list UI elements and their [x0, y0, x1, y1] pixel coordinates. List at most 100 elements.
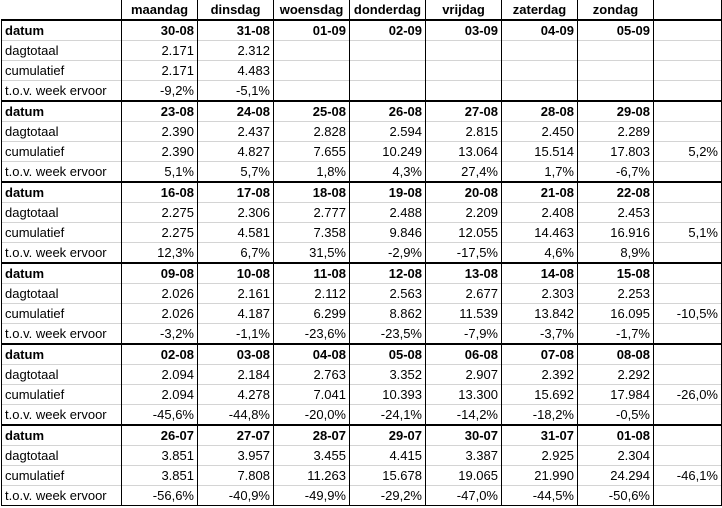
cell-cumulatief[interactable]: 21.990	[501, 465, 578, 486]
row-label-tov[interactable]: t.o.v. week ervoor	[1, 404, 122, 425]
cell-dates[interactable]: 09-08	[121, 262, 198, 284]
row-label-dates[interactable]: datum	[1, 19, 122, 41]
cell-tov[interactable]	[425, 80, 502, 101]
cell-dates[interactable]: 29-08	[577, 100, 654, 122]
cell-tov[interactable]	[349, 80, 426, 101]
cell-dates[interactable]: 18-08	[273, 181, 350, 203]
cell-dates[interactable]: 17-08	[197, 181, 274, 203]
cell-dates[interactable]: 20-08	[425, 181, 502, 203]
cell-dagtotaal[interactable]: 2.677	[425, 283, 502, 304]
cell-dates[interactable]: 07-08	[501, 343, 578, 365]
cell-tov[interactable]: -24,1%	[349, 404, 426, 425]
cell-cumulatief[interactable]: 8.862	[349, 303, 426, 324]
row-label-cumulatief[interactable]: cumulatief	[1, 141, 122, 162]
cell-dagtotaal[interactable]: 3.352	[349, 364, 426, 385]
cell-cumulatief[interactable]: 2.171	[121, 60, 198, 81]
cell-cumulatief[interactable]	[349, 60, 426, 81]
row-label-tov[interactable]: t.o.v. week ervoor	[1, 80, 122, 101]
cell-cumulatief[interactable]: 4.827	[197, 141, 274, 162]
cell-dates[interactable]: 02-08	[121, 343, 198, 365]
cell-tov[interactable]: -20,0%	[273, 404, 350, 425]
cell-dates[interactable]: 02-09	[349, 19, 426, 41]
extra-cell[interactable]	[653, 343, 722, 365]
cell-dagtotaal[interactable]	[577, 40, 654, 61]
week-change-cell[interactable]: -26,0%	[653, 384, 722, 405]
cell-dagtotaal[interactable]: 2.171	[121, 40, 198, 61]
extra-cell[interactable]	[653, 424, 722, 446]
cell-dagtotaal[interactable]: 2.488	[349, 202, 426, 223]
row-label-dagtotaal[interactable]: dagtotaal	[1, 364, 122, 385]
cell-cumulatief[interactable]: 4.581	[197, 222, 274, 243]
cell-tov[interactable]: -3,7%	[501, 323, 578, 344]
cell-cumulatief[interactable]: 13.842	[501, 303, 578, 324]
extra-cell[interactable]	[653, 121, 722, 142]
cell-dagtotaal[interactable]: 2.408	[501, 202, 578, 223]
cell-dates[interactable]: 26-07	[121, 424, 198, 446]
row-label-dates[interactable]: datum	[1, 181, 122, 203]
cell-dates[interactable]: 14-08	[501, 262, 578, 284]
cell-cumulatief[interactable]: 9.846	[349, 222, 426, 243]
extra-cell[interactable]	[653, 445, 722, 466]
cell-dates[interactable]: 19-08	[349, 181, 426, 203]
cell-dagtotaal[interactable]: 2.312	[197, 40, 274, 61]
cell-cumulatief[interactable]: 14.463	[501, 222, 578, 243]
row-label-dagtotaal[interactable]: dagtotaal	[1, 121, 122, 142]
row-label-cumulatief[interactable]: cumulatief	[1, 384, 122, 405]
cell-tov[interactable]: -7,9%	[425, 323, 502, 344]
row-label-dates[interactable]: datum	[1, 262, 122, 284]
cell-tov[interactable]: -1,1%	[197, 323, 274, 344]
extra-cell[interactable]	[653, 283, 722, 304]
cell-dagtotaal[interactable]: 2.594	[349, 121, 426, 142]
cell-dates[interactable]: 11-08	[273, 262, 350, 284]
cell-dates[interactable]: 31-07	[501, 424, 578, 446]
cell-tov[interactable]: -49,9%	[273, 485, 350, 506]
cell-cumulatief[interactable]: 6.299	[273, 303, 350, 324]
extra-cell[interactable]	[653, 485, 722, 506]
cell-cumulatief[interactable]: 4.278	[197, 384, 274, 405]
cell-tov[interactable]: -5,1%	[197, 80, 274, 101]
cell-dates[interactable]: 05-09	[577, 19, 654, 41]
cell-dates[interactable]: 26-08	[349, 100, 426, 122]
cell-cumulatief[interactable]: 2.390	[121, 141, 198, 162]
cell-cumulatief[interactable]: 16.916	[577, 222, 654, 243]
cell-cumulatief[interactable]: 13.064	[425, 141, 502, 162]
cell-dates[interactable]: 05-08	[349, 343, 426, 365]
week-change-cell[interactable]: 5,1%	[653, 222, 722, 243]
cell-dates[interactable]: 06-08	[425, 343, 502, 365]
extra-cell[interactable]	[653, 323, 722, 344]
cell-dagtotaal[interactable]: 2.563	[349, 283, 426, 304]
cell-cumulatief[interactable]: 7.041	[273, 384, 350, 405]
cell-dates[interactable]: 31-08	[197, 19, 274, 41]
cell-cumulatief[interactable]: 17.803	[577, 141, 654, 162]
cell-tov[interactable]: 5,7%	[197, 161, 274, 182]
cell-dates[interactable]: 03-08	[197, 343, 274, 365]
cell-dates[interactable]: 04-09	[501, 19, 578, 41]
cell-dates[interactable]: 29-07	[349, 424, 426, 446]
header-corner-cell[interactable]	[2, 0, 122, 20]
cell-cumulatief[interactable]: 24.294	[577, 465, 654, 486]
row-label-dates[interactable]: datum	[1, 100, 122, 122]
extra-cell[interactable]	[653, 80, 722, 101]
cell-tov[interactable]: 4,3%	[349, 161, 426, 182]
cell-dagtotaal[interactable]: 2.450	[501, 121, 578, 142]
cell-dagtotaal[interactable]: 3.387	[425, 445, 502, 466]
cell-dagtotaal[interactable]: 2.209	[425, 202, 502, 223]
cell-dagtotaal[interactable]: 3.957	[197, 445, 274, 466]
row-label-dagtotaal[interactable]: dagtotaal	[1, 40, 122, 61]
cell-dagtotaal[interactable]: 2.907	[425, 364, 502, 385]
cell-dagtotaal[interactable]: 3.851	[121, 445, 198, 466]
cell-dates[interactable]: 13-08	[425, 262, 502, 284]
extra-cell[interactable]	[653, 364, 722, 385]
row-label-cumulatief[interactable]: cumulatief	[1, 303, 122, 324]
cell-dates[interactable]: 28-07	[273, 424, 350, 446]
cell-cumulatief[interactable]: 15.692	[501, 384, 578, 405]
cell-dagtotaal[interactable]	[349, 40, 426, 61]
cell-tov[interactable]: 6,7%	[197, 242, 274, 263]
extra-cell[interactable]	[653, 40, 722, 61]
cell-dagtotaal[interactable]: 2.094	[121, 364, 198, 385]
row-label-tov[interactable]: t.o.v. week ervoor	[1, 485, 122, 506]
cell-dates[interactable]: 24-08	[197, 100, 274, 122]
cell-tov[interactable]: -45,6%	[121, 404, 198, 425]
cell-dagtotaal[interactable]: 2.390	[121, 121, 198, 142]
cell-cumulatief[interactable]: 7.808	[197, 465, 274, 486]
